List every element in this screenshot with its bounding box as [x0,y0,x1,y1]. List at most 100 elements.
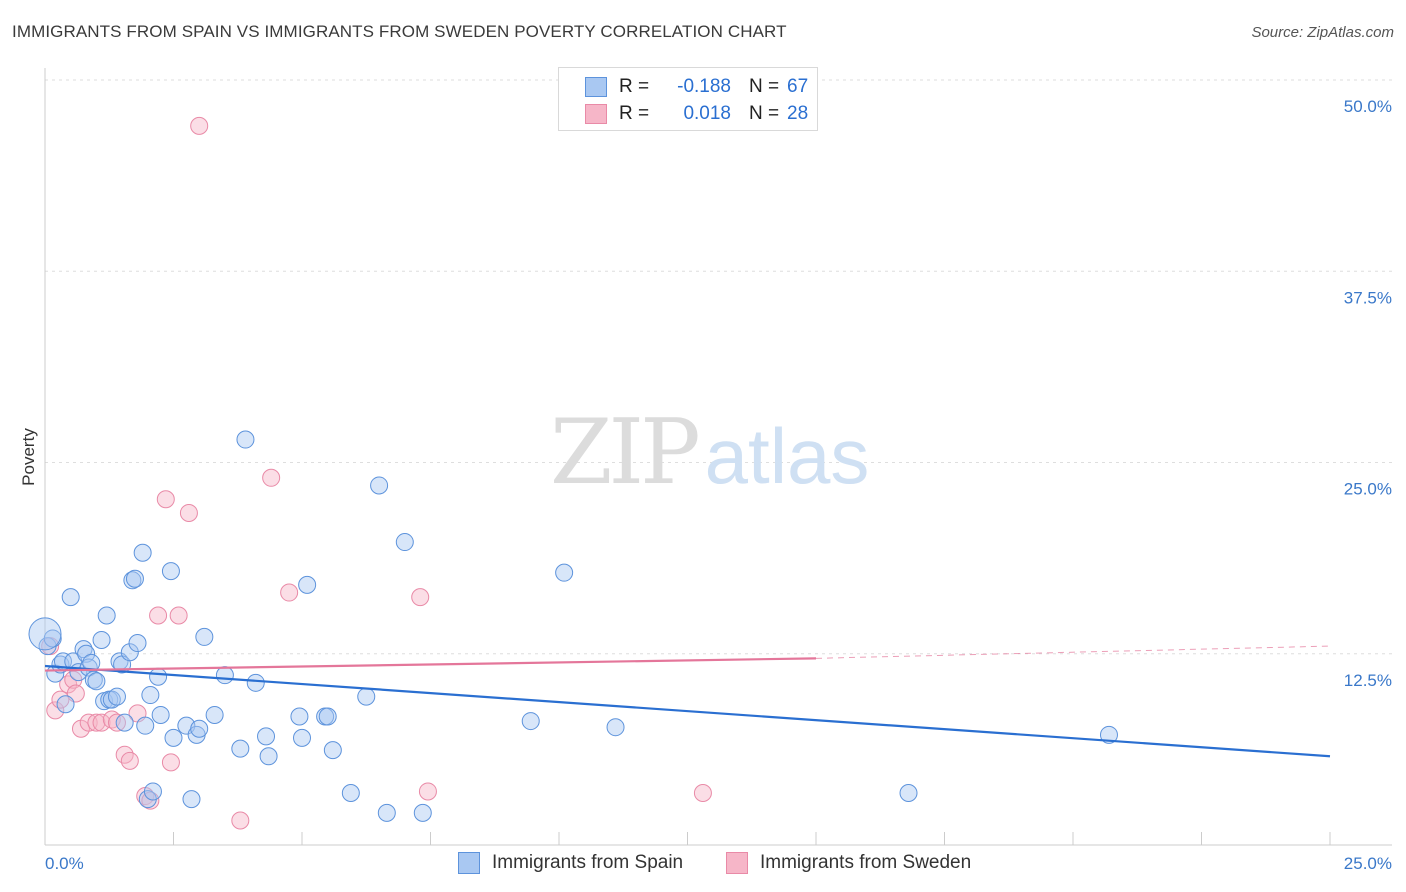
spain-point [77,644,96,663]
y-tick-label: 50.0% [1344,97,1392,116]
spain-point [195,627,214,646]
spain-point [161,562,180,581]
spain-point [395,533,414,552]
spain-point [28,617,62,651]
spain-point [149,667,168,686]
watermark-atlas: atlas [704,412,870,500]
x-tick-labels: 0.0% 25.0% [45,854,1392,873]
spain-point [136,716,155,735]
bottom-legend-spain: Immigrants from Spain [458,852,683,874]
spain-point [56,695,75,714]
spain-point [298,575,317,594]
watermark: ZIP atlas [550,400,869,505]
spain-point [377,803,396,822]
spain-point [97,606,116,625]
sweden-point [693,783,712,802]
spain-point [102,690,121,709]
spain-point [164,728,183,747]
spain-point [606,718,625,737]
spain-point [182,790,201,809]
spain-point [257,727,276,746]
spain-point [236,430,255,449]
sweden-point [79,713,98,732]
sweden-point [87,713,106,732]
sweden-point [418,782,437,801]
bottom-legend-label-spain: Immigrants from Spain [492,852,684,873]
spain-point [151,705,170,724]
spain-point [555,563,574,582]
legend-swatch-spain [585,77,607,97]
sweden-point [46,701,65,720]
sweden-point [280,583,299,602]
legend-n-value: 28 [787,103,809,124]
spain-point [190,719,209,738]
sweden-point [107,713,126,732]
y-tick-labels: 12.5% 25.0% 37.5% 50.0% [1344,97,1392,690]
legend-n-label: N = [749,103,780,124]
spain-point [141,686,160,705]
x-tick-label: 0.0% [45,854,84,873]
chart-title: IMMIGRANTS FROM SPAIN VS IMMIGRANTS FROM… [12,22,787,41]
sweden-point [115,745,134,764]
spain-point [370,476,389,495]
sweden-point [149,606,168,625]
spain-point [231,739,250,758]
bottom-legend-sweden: Immigrants from Sweden [726,852,971,874]
spain-point [61,588,80,607]
spain-point [43,629,62,648]
spain-point [341,783,360,802]
spain-point [133,543,152,562]
spain-points [28,430,1118,822]
spain-point [205,705,224,724]
spain-point [293,728,311,747]
spain-point [125,569,144,588]
y-axis-label: Poverty [19,428,38,486]
spain-point [246,673,265,692]
sweden-point [169,606,188,625]
bottom-legend-swatch-spain [458,852,480,874]
legend-r-label: R = [619,76,650,97]
trend-lines [44,645,1331,758]
spain-point [899,783,918,802]
legend-n-label: N = [749,76,780,97]
legend-n-value: 67 [787,76,809,97]
sweden-point [179,503,198,522]
sweden-point [92,713,111,732]
legend-r-label: R = [619,103,650,124]
spain-point [357,687,376,706]
sweden-point [156,490,175,509]
spain-point [259,747,278,766]
x-tick-label: 25.0% [1344,854,1392,873]
sweden-point [411,588,430,607]
sweden-point [262,468,281,487]
spain-point [290,707,309,726]
spain-point [143,782,162,801]
axes [44,68,1392,846]
correlation-legend: R = -0.188 N = 67 R = 0.018 N = 28 [558,67,818,131]
legend-row-spain: R = -0.188 N = 67 [585,75,808,99]
grid-lines [45,79,1392,655]
spain-point [215,666,234,685]
legend-r-value: 0.018 [683,103,731,124]
bottom-legend-label-sweden: Immigrants from Sweden [760,852,972,873]
spain-point [318,707,337,726]
spain-point [107,687,126,706]
sweden-point [161,753,180,772]
watermark-zip: ZIP [550,400,701,505]
legend-swatch-sweden [585,104,607,124]
spain-trend-line [44,664,1331,758]
source-credit: Source: ZipAtlas.com [1251,24,1394,41]
y-tick-label: 12.5% [1344,671,1392,690]
spain-point [87,672,106,691]
spain-point [128,634,147,653]
spain-point [521,712,540,731]
bottom-legend-swatch-sweden [726,852,748,874]
sweden-point [190,116,209,135]
sweden-trend-extension [815,645,1331,659]
sweden-point [120,751,139,770]
spain-point [115,713,134,732]
y-tick-label: 37.5% [1344,288,1392,307]
legend-r-value: -0.188 [677,76,731,97]
spain-point [413,803,432,822]
